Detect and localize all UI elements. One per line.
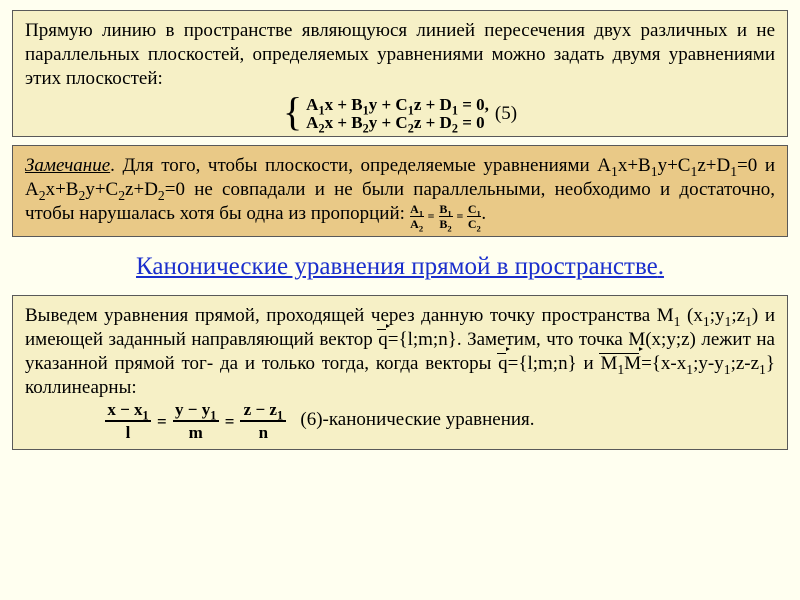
vector-q-2: q xyxy=(498,352,508,376)
section-heading: Канонические уравнения прямой в простран… xyxy=(12,253,788,281)
canon-frac-x: x − x1 l xyxy=(105,401,151,441)
left-brace-icon: { xyxy=(283,96,302,128)
system-row-2: A2x + B2y + C2z + D2 = 0 xyxy=(306,114,489,132)
intro-panel: Прямую линию в пространстве являющуюся л… xyxy=(12,10,788,137)
canon-frac-y: y − y1 m xyxy=(173,401,219,441)
canon-frac-z: z − z1 n xyxy=(240,401,286,441)
ratio-frac-c: C1 C2 xyxy=(467,203,481,230)
canonical-equation: x − x1 l = y − y1 m = z − z1 n xyxy=(105,401,286,441)
note-text: . Для того, чтобы плоскости, определяемы… xyxy=(25,155,775,224)
brace-system: { A1x + B1y + C1z + D1 = 0, A2x + B2y + … xyxy=(283,96,489,132)
note-period: . xyxy=(481,203,486,224)
equation-number-5: (5) xyxy=(495,103,517,125)
note-panel: Замечание. Для того, чтобы плоскости, оп… xyxy=(12,145,788,238)
canonical-equation-row: x − x1 l = y − y1 m = z − z1 n (6) xyxy=(25,399,775,441)
slide: Прямую линию в пространстве являющуюся л… xyxy=(0,0,800,600)
ratio-frac-a: A1 A2 xyxy=(410,203,424,230)
note-label: Замечание xyxy=(25,155,110,176)
derivation-text: Выведем уравнения прямой, проходящей чер… xyxy=(25,305,775,397)
system-rows: A1x + B1y + C1z + D1 = 0, A2x + B2y + C2… xyxy=(306,96,489,132)
equation-6-label: (6)-канонические уравнения. xyxy=(300,408,534,432)
system-equation: { A1x + B1y + C1z + D1 = 0, A2x + B2y + … xyxy=(25,96,775,132)
ratio-formula: A1 A2 = B1 B2 = C1 C2 xyxy=(410,203,482,230)
ratio-frac-b: B1 B2 xyxy=(439,203,453,230)
vector-m1m: M1M xyxy=(600,352,641,376)
intro-paragraph: Прямую линию в пространстве являющуюся л… xyxy=(25,19,775,90)
vector-q-1: q xyxy=(378,328,388,352)
derivation-panel: Выведем уравнения прямой, проходящей чер… xyxy=(12,295,788,450)
system-row-1: A1x + B1y + C1z + D1 = 0, xyxy=(306,96,489,114)
